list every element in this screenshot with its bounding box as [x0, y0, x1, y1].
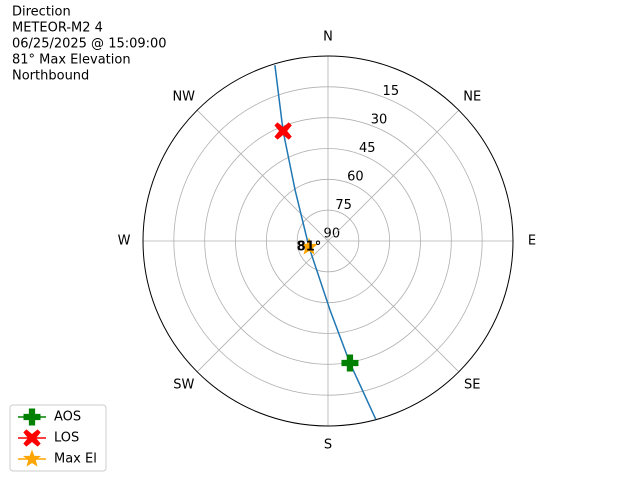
theta-tick-label: N — [323, 30, 333, 45]
r-tick-label: 45 — [359, 141, 376, 156]
theta-tick-label: SE — [464, 378, 480, 393]
legend-marker — [23, 449, 41, 467]
grid-spoke — [327, 240, 460, 373]
theta-tick-label: W — [118, 234, 131, 249]
r-tick-label: 30 — [371, 112, 388, 127]
info-line: METEOR-M2 4 — [12, 21, 103, 36]
marker-plus — [341, 354, 359, 372]
info-line: 81° Max Elevation — [12, 53, 131, 68]
r-tick-label: 60 — [347, 169, 364, 184]
theta-tick-label: E — [528, 234, 536, 249]
marker-star — [300, 237, 318, 255]
polar-frame — [142, 55, 514, 427]
info-line: 06/25/2025 @ 15:09:00 — [12, 37, 167, 52]
r-tick-label: 15 — [383, 84, 400, 99]
legend-marker — [23, 408, 41, 426]
legend-label: LOS — [54, 431, 79, 446]
theta-tick-label: NE — [463, 89, 481, 104]
grid-spoke — [196, 109, 329, 242]
theta-tick-label: SW — [173, 378, 194, 393]
theta-tick-label: NW — [172, 89, 195, 104]
grid-spoke — [196, 240, 329, 373]
legend-marker — [23, 429, 41, 447]
annotation: 81° — [297, 239, 322, 254]
info-line: Direction — [12, 5, 71, 20]
legend-label: AOS — [54, 410, 81, 425]
grid-spoke — [327, 109, 460, 242]
legend-label: Max El — [54, 452, 97, 467]
marker-x — [274, 122, 292, 140]
theta-tick-label: S — [324, 438, 332, 453]
r-tick-label: 75 — [335, 198, 352, 213]
info-line: Northbound — [12, 69, 89, 84]
